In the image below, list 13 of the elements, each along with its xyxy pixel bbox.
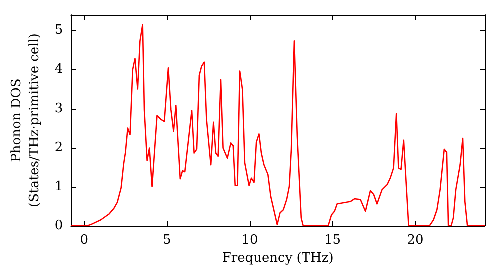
x-axis-title: Frequency (THz) — [222, 250, 334, 266]
x-tick-label: 20 — [407, 233, 424, 248]
x-tick-label: 10 — [242, 233, 258, 248]
y-tick-label: 2 — [54, 140, 64, 156]
y-tick-label: 0 — [54, 218, 64, 234]
y-tick-label: 4 — [54, 62, 64, 78]
x-tick-label: 0 — [80, 233, 89, 248]
y-axis-title: Phonon DOS (States/THz·primitive cell) — [10, 33, 42, 208]
x-tick-label: 5 — [163, 233, 172, 248]
y-tick-label: 1 — [54, 179, 64, 194]
y-tick-label: 3 — [54, 101, 64, 116]
y-tick-label: 5 — [54, 23, 64, 38]
x-tick-label: 15 — [324, 233, 341, 248]
